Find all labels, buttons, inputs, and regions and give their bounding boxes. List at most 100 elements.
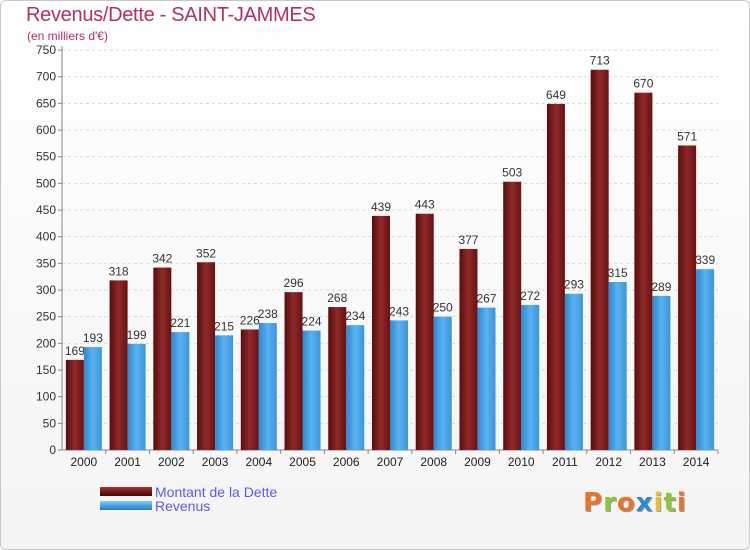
data-label-dette: 318	[109, 264, 129, 278]
x-tick-label: 2004	[245, 455, 272, 469]
y-tick-label: 450	[36, 203, 56, 217]
data-label-revenus: 293	[564, 278, 584, 292]
bar-revenus	[696, 269, 715, 450]
y-tick-label: 300	[36, 283, 56, 297]
y-tick-label: 550	[36, 150, 56, 164]
bar-revenus	[127, 343, 146, 450]
logo-letter: t	[663, 488, 677, 518]
data-label-dette: 713	[590, 54, 610, 68]
bar-dette	[678, 145, 697, 450]
legend-label-dette: Montant de la Dette	[155, 484, 278, 500]
x-tick-label: 2014	[683, 455, 710, 469]
logo-letter: o	[616, 488, 636, 518]
y-tick-label: 0	[49, 443, 56, 457]
bar-revenus	[302, 330, 321, 450]
y-tick-label: 600	[36, 123, 56, 137]
data-label-dette: 503	[502, 166, 522, 180]
x-tick-label: 2010	[508, 455, 535, 469]
data-label-revenus: 221	[170, 316, 190, 330]
data-label-dette: 439	[371, 200, 391, 214]
data-label-dette: 443	[415, 198, 435, 212]
logo-letter: i	[653, 488, 664, 518]
bar-revenus	[171, 332, 190, 450]
bar-dette	[415, 213, 434, 450]
logo-letter: i	[676, 488, 687, 518]
bar-revenus	[608, 282, 627, 450]
x-tick-label: 2000	[71, 455, 98, 469]
x-tick-label: 2012	[595, 455, 622, 469]
data-label-revenus: 238	[258, 307, 278, 321]
data-label-revenus: 215	[214, 319, 234, 333]
bar-revenus	[564, 293, 583, 450]
x-tick-label: 2009	[464, 455, 491, 469]
data-label-revenus: 339	[695, 253, 715, 267]
proxiti-logo: Proxiti	[583, 488, 687, 518]
y-tick-label: 700	[36, 70, 56, 84]
bar-revenus	[652, 295, 671, 450]
y-tick-label: 400	[36, 230, 56, 244]
bar-dette	[65, 359, 84, 450]
bar-revenus	[258, 323, 277, 450]
x-tick-label: 2006	[333, 455, 360, 469]
x-tick-label: 2001	[114, 455, 141, 469]
bar-dette	[197, 262, 216, 450]
data-label-dette: 268	[327, 291, 347, 305]
data-label-dette: 571	[677, 129, 697, 143]
bar-dette	[503, 181, 522, 450]
bar-dette	[590, 69, 609, 450]
bar-revenus	[521, 304, 540, 450]
data-label-dette: 226	[240, 313, 260, 327]
data-label-revenus: 315	[608, 266, 628, 280]
data-label-revenus: 193	[83, 331, 103, 345]
data-label-dette: 377	[458, 233, 478, 247]
legend-swatch-revenus	[100, 501, 152, 510]
data-label-revenus: 199	[127, 328, 147, 342]
data-label-revenus: 272	[520, 289, 540, 303]
bar-dette	[284, 292, 303, 450]
data-label-revenus: 289	[651, 280, 671, 294]
y-tick-label: 650	[36, 96, 56, 110]
logo-letter: P	[583, 488, 604, 518]
data-label-dette: 342	[152, 252, 172, 266]
x-tick-label: 2002	[158, 455, 185, 469]
y-tick-label: 350	[36, 256, 56, 270]
bar-dette	[634, 92, 653, 451]
data-label-dette: 352	[196, 246, 216, 260]
y-tick-label: 150	[36, 363, 56, 377]
data-label-dette: 169	[65, 344, 85, 358]
bar-revenus	[215, 335, 234, 450]
data-label-revenus: 234	[345, 309, 365, 323]
data-label-dette: 296	[284, 276, 304, 290]
data-label-dette: 649	[546, 88, 566, 102]
bar-dette	[372, 215, 390, 450]
chart-title: Revenus/Dette - SAINT-JAMMES	[26, 4, 316, 26]
y-tick-label: 500	[36, 176, 56, 190]
y-tick-label: 750	[36, 43, 56, 57]
bar-dette	[153, 267, 172, 450]
bar-revenus	[83, 347, 102, 450]
logo-letter: r	[603, 488, 617, 518]
legend-swatch-dette	[100, 487, 152, 496]
y-tick-label: 50	[43, 416, 57, 430]
x-tick-label: 2013	[639, 455, 666, 469]
bar-dette	[546, 103, 565, 450]
x-tick-label: 2008	[420, 455, 447, 469]
data-label-revenus: 224	[302, 315, 322, 329]
bar-revenus	[390, 320, 408, 450]
bar-dette	[459, 248, 478, 450]
logo-letter: x	[635, 488, 654, 518]
bar-revenus	[433, 316, 452, 450]
bar-revenus	[346, 325, 365, 450]
bar-dette	[328, 307, 347, 450]
y-tick-label: 100	[36, 390, 56, 404]
chart-subtitle: (en milliers d'€)	[27, 29, 108, 43]
x-tick-label: 2003	[202, 455, 229, 469]
x-tick-label: 2011	[552, 455, 578, 469]
x-tick-label: 2005	[289, 455, 316, 469]
y-tick-label: 200	[36, 336, 56, 350]
bar-dette	[109, 280, 128, 450]
bar-dette	[240, 329, 259, 450]
data-label-revenus: 267	[476, 292, 496, 306]
data-label-revenus: 243	[389, 304, 409, 318]
